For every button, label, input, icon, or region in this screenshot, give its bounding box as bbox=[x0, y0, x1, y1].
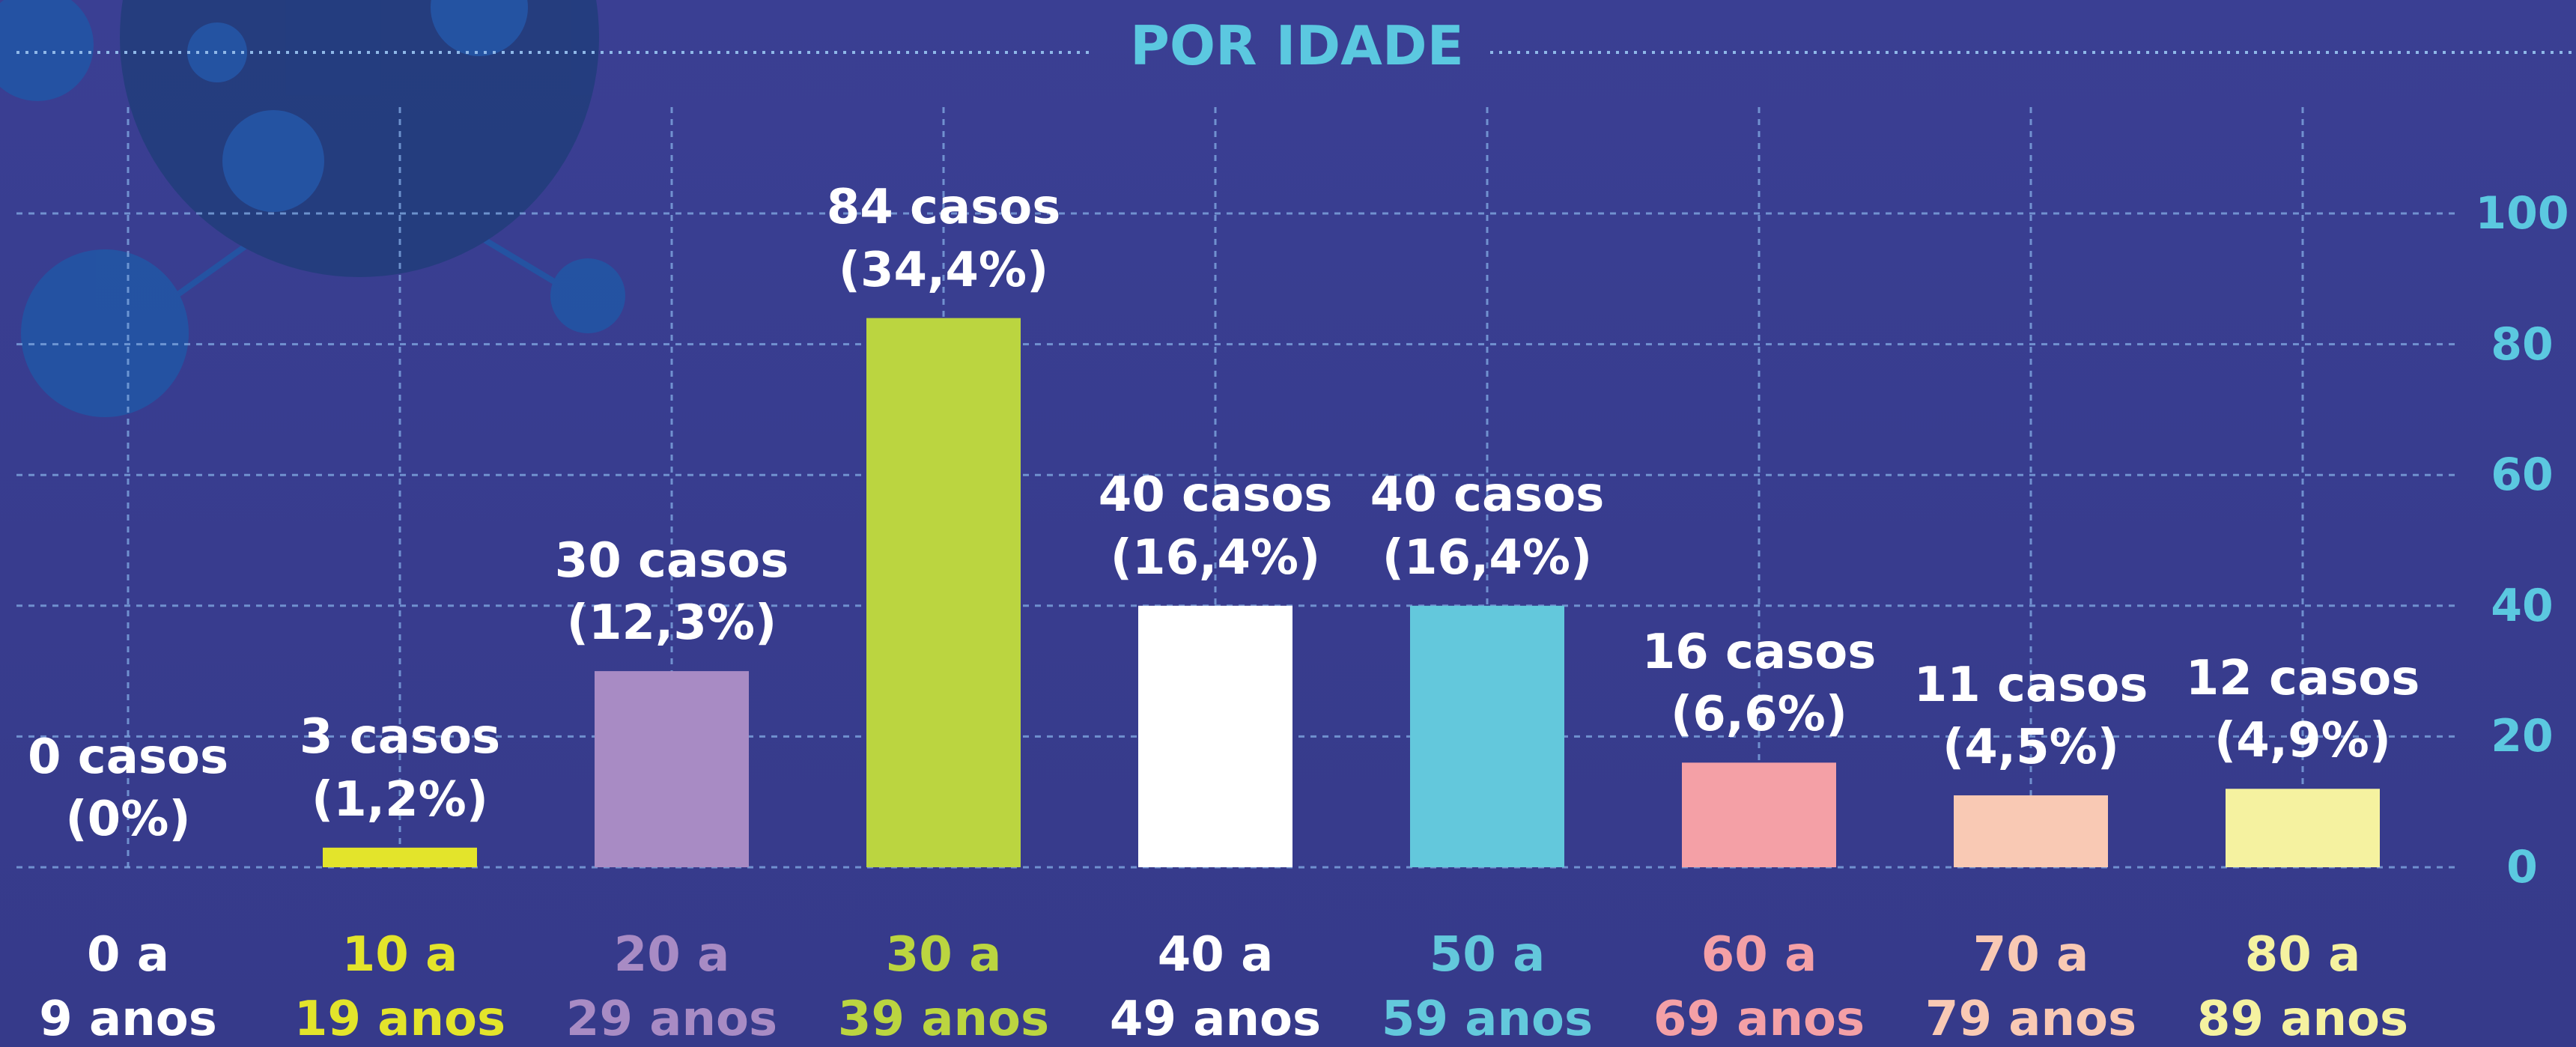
value-label: 12 casos (4,9%) bbox=[2185, 650, 2420, 769]
y-tick-label: 0 bbox=[2506, 841, 2538, 893]
x-tick-label: 0 a 9 anos bbox=[39, 927, 217, 1047]
chart-title: POR IDADE bbox=[1130, 14, 1464, 77]
bars bbox=[323, 318, 2380, 867]
decoration bbox=[0, 0, 625, 417]
value-label: 0 casos (0%) bbox=[27, 729, 229, 847]
x-tick-label: 30 a 39 anos bbox=[837, 927, 1050, 1047]
x-tick-label: 80 a 89 anos bbox=[2196, 927, 2409, 1047]
x-tick-label: 20 a 29 anos bbox=[565, 927, 778, 1047]
bar bbox=[1682, 762, 1836, 867]
value-label: 40 casos (16,4%) bbox=[1098, 467, 1333, 586]
bar bbox=[1138, 605, 1292, 867]
bar bbox=[866, 318, 1021, 867]
bar bbox=[2226, 789, 2380, 867]
y-tick-label: 60 bbox=[2491, 449, 2554, 502]
value-label: 3 casos (1,2%) bbox=[299, 709, 501, 828]
bar bbox=[323, 847, 477, 867]
x-tick-label: 50 a 59 anos bbox=[1381, 927, 1594, 1047]
y-tick-label: 100 bbox=[2475, 187, 2569, 240]
value-label: 84 casos (34,4%) bbox=[826, 180, 1061, 298]
bar bbox=[1954, 795, 2108, 867]
x-tick-label: 40 a 49 anos bbox=[1109, 927, 1322, 1047]
y-tick-label: 40 bbox=[2491, 579, 2554, 632]
value-label: 16 casos (6,6%) bbox=[1641, 624, 1877, 743]
x-tick-label: 10 a 19 anos bbox=[294, 927, 506, 1047]
y-tick-label: 80 bbox=[2491, 318, 2554, 371]
bar bbox=[1410, 605, 1564, 867]
x-tick-label: 70 a 79 anos bbox=[1925, 927, 2137, 1047]
value-label: 11 casos (4,5%) bbox=[1913, 657, 2148, 775]
value-label: 40 casos (16,4%) bbox=[1370, 467, 1605, 586]
value-label: 30 casos (12,3%) bbox=[554, 532, 789, 651]
y-tick-label: 20 bbox=[2491, 710, 2554, 763]
bar bbox=[595, 671, 749, 867]
x-tick-label: 60 a 69 anos bbox=[1653, 927, 1865, 1047]
